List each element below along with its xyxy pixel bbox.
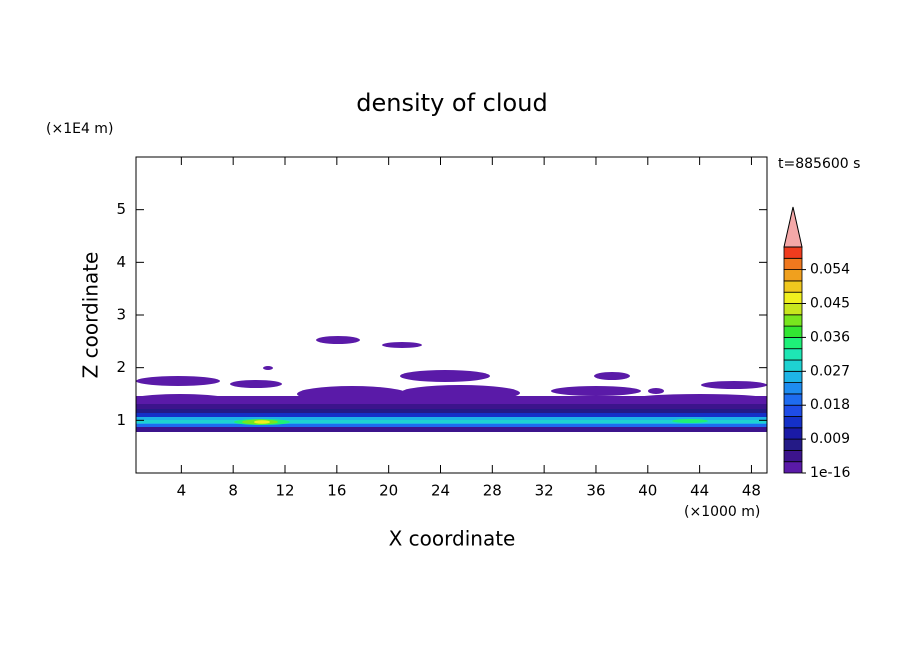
x-tick-label: 40 (638, 482, 657, 500)
contour-region (400, 385, 520, 401)
y-unit: (×1E4 m) (46, 121, 113, 137)
colorbar-over (783, 206, 803, 248)
contour-region (316, 336, 360, 344)
colorbar-band (783, 438, 803, 451)
colorbar-band (783, 348, 803, 361)
colorbar-band (783, 314, 803, 327)
contour-field (136, 336, 767, 432)
contour-region (672, 419, 708, 423)
colorbar-band (783, 336, 803, 350)
y-axis-label: Z coordinate (79, 252, 103, 379)
colorbar-tick-label: 0.009 (810, 431, 850, 447)
contour-region (297, 386, 407, 402)
contour-region (136, 394, 230, 406)
colorbar-band (783, 416, 803, 429)
colorbar-tick-label: 0.036 (810, 329, 850, 345)
colorbar-band (783, 246, 803, 259)
contour-region (136, 424, 767, 427)
x-tick-label: 36 (586, 482, 605, 500)
x-tick-label: 8 (228, 482, 238, 500)
colorbar-band (783, 370, 803, 383)
x-tick-label: 44 (690, 482, 709, 500)
colorbar-tick-label: 0.045 (810, 296, 850, 312)
contour-region (263, 366, 273, 370)
colorbar-band (783, 291, 803, 304)
contour-region (382, 342, 422, 348)
contour-region (136, 424, 767, 432)
y-tick-label: 2 (116, 358, 126, 376)
colorbar-band (783, 303, 803, 316)
contour-region (136, 376, 220, 386)
y-tick-label: 3 (116, 306, 126, 324)
contour-region (400, 370, 490, 382)
colorbar-band (783, 280, 803, 293)
colorbar-tick-label: 0.027 (810, 363, 850, 379)
colorbar-band (783, 393, 803, 406)
colorbar-tick-label: 0.054 (810, 262, 850, 278)
colorbar-band (783, 269, 803, 282)
y-tick-label: 1 (116, 411, 126, 429)
contour-region (254, 420, 270, 424)
x-tick-label: 4 (177, 482, 187, 500)
x-axis-label: X coordinate (389, 527, 516, 551)
contour-region (230, 380, 282, 388)
colorbar-tick-label: 1e-16 (810, 465, 850, 481)
chart-title: density of cloud (356, 89, 547, 117)
contour-region (594, 372, 630, 380)
contour-region (701, 381, 767, 389)
x-tick-label: 32 (535, 482, 554, 500)
x-tick-label: 48 (742, 482, 761, 500)
colorbar-band (783, 359, 803, 372)
contour-region (136, 413, 767, 418)
colorbar-band (783, 404, 803, 417)
contour-region (136, 420, 767, 423)
colorbar-band (783, 449, 803, 463)
colorbar-band (783, 382, 803, 395)
contour-region (648, 388, 664, 394)
colorbar-band (783, 257, 803, 270)
y-tick-label: 4 (116, 253, 126, 271)
colorbar-band (783, 325, 803, 338)
contour-region (551, 386, 641, 396)
contour-region (136, 409, 767, 416)
time-label: t=885600 s (778, 156, 860, 172)
colorbar-band (783, 461, 803, 474)
colorbar-tick-label: 0.018 (810, 397, 850, 413)
x-tick-label: 20 (379, 482, 398, 500)
x-unit: (×1000 m) (684, 504, 760, 520)
colorbar-band (783, 427, 803, 440)
x-tick-label: 16 (327, 482, 346, 500)
x-tick-label: 24 (431, 482, 450, 500)
contour-region (630, 394, 767, 404)
y-tick-label: 5 (116, 200, 126, 218)
x-tick-label: 28 (483, 482, 502, 500)
x-tick-label: 12 (275, 482, 294, 500)
